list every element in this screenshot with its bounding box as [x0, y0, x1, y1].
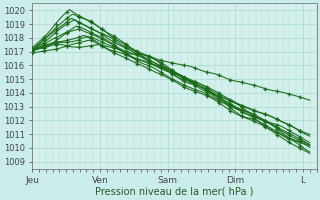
X-axis label: Pression niveau de la mer( hPa ): Pression niveau de la mer( hPa ) — [95, 187, 253, 197]
